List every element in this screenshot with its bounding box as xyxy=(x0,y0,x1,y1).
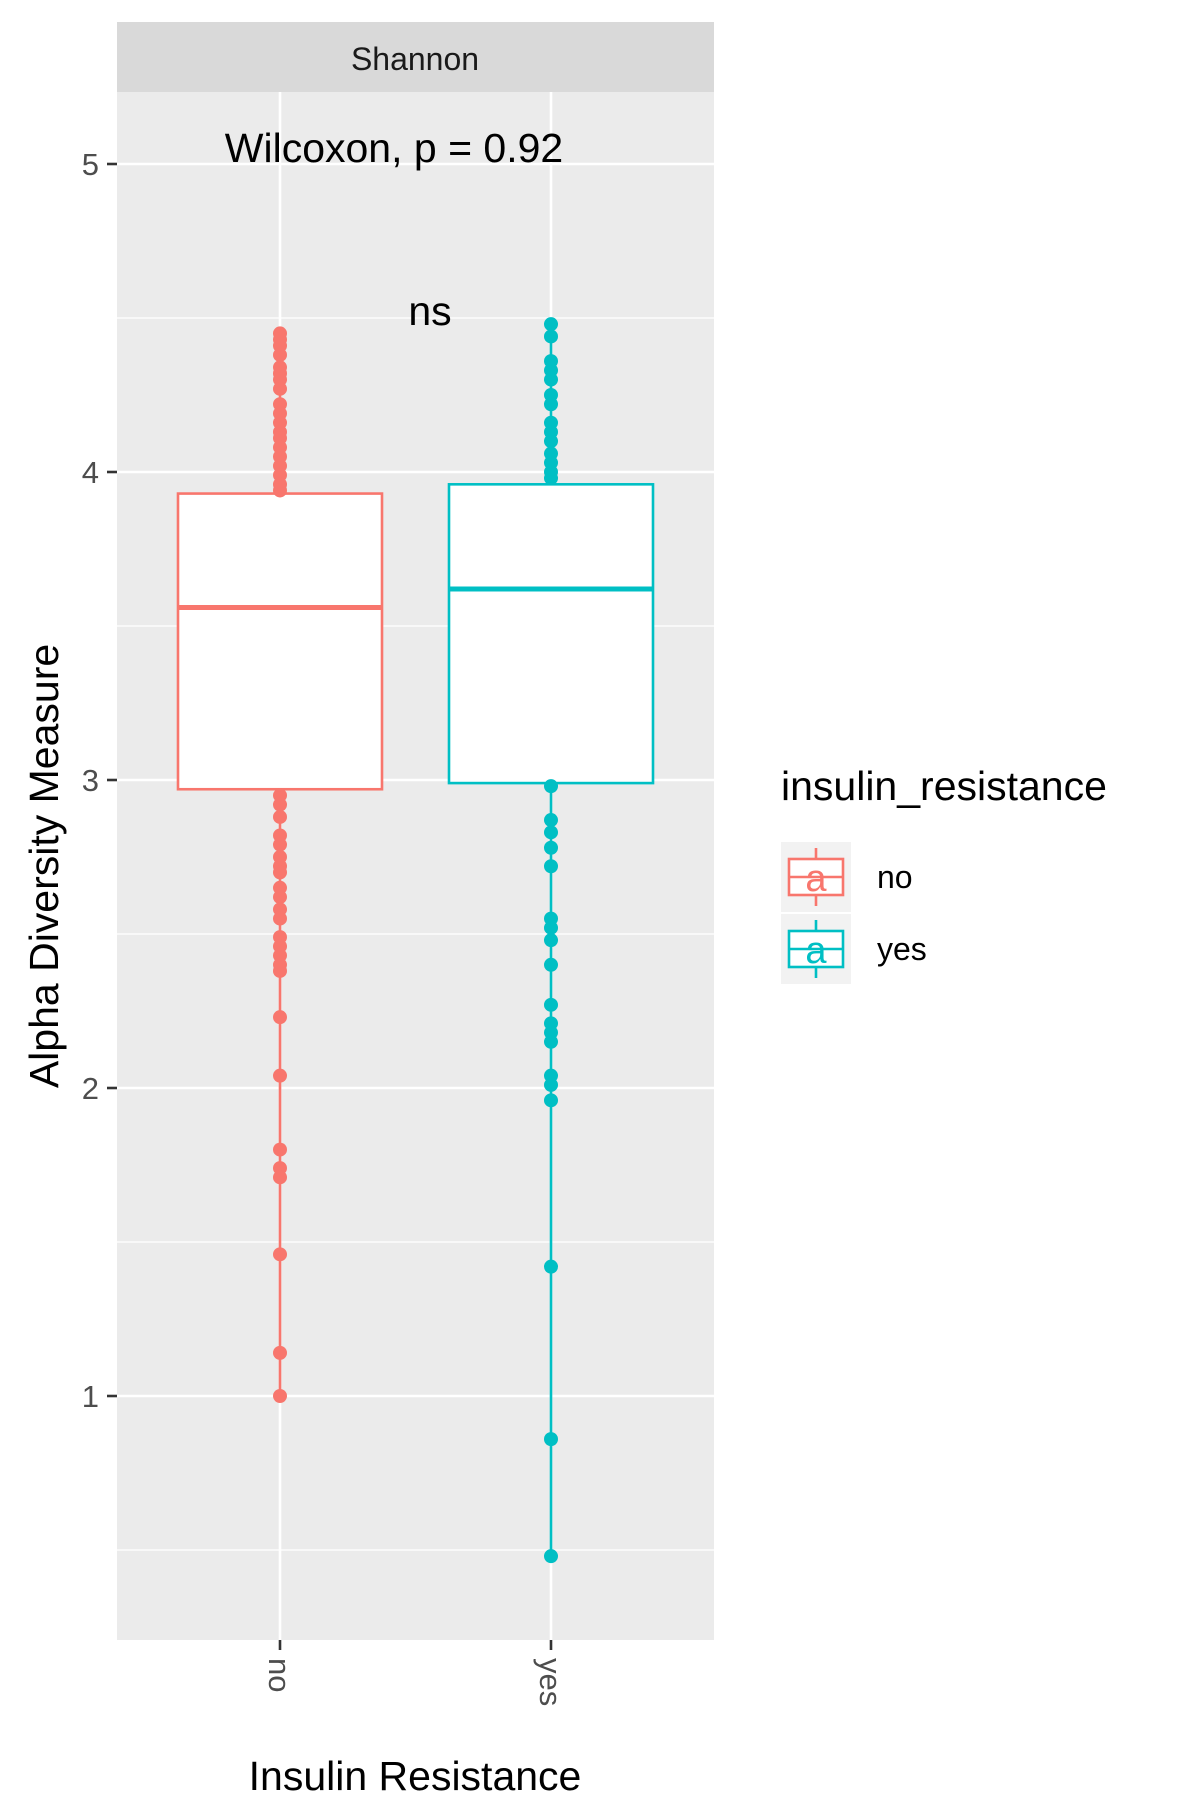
x-axis-title: Insulin Resistance xyxy=(249,1753,582,1799)
data-point xyxy=(544,920,558,935)
data-point xyxy=(273,1068,287,1083)
data-point xyxy=(273,1142,287,1157)
data-point xyxy=(544,1432,558,1447)
data-point xyxy=(544,1034,558,1049)
data-point xyxy=(544,859,558,874)
facet-strip xyxy=(117,22,714,92)
data-point xyxy=(273,1170,287,1185)
y-axis-title: Alpha Diversity Measure xyxy=(21,644,67,1088)
legend-label: no xyxy=(877,859,913,895)
y-tick-label: 5 xyxy=(82,147,99,182)
y-axis: 1 2 3 4 5 xyxy=(82,147,117,1414)
data-point xyxy=(544,372,558,387)
data-point xyxy=(273,1247,287,1262)
data-point xyxy=(544,1093,558,1108)
legend-item-yes: a yes xyxy=(781,914,927,984)
boxplots xyxy=(176,317,655,1564)
y-tick-label: 4 xyxy=(82,455,99,490)
y-tick-label: 1 xyxy=(82,1379,99,1414)
data-point xyxy=(273,1389,287,1403)
data-point xyxy=(544,1077,558,1092)
data-point xyxy=(273,1010,287,1025)
data-point xyxy=(273,797,287,812)
legend-title: insulin_resistance xyxy=(781,763,1107,809)
legend-label: yes xyxy=(877,931,927,967)
data-point xyxy=(544,933,558,948)
data-point xyxy=(544,329,558,344)
legend-key-glyph: a xyxy=(805,930,827,972)
x-tick-label: yes xyxy=(533,1658,568,1706)
data-point xyxy=(273,1345,287,1360)
plot-panel xyxy=(117,92,714,1640)
data-point xyxy=(273,483,287,498)
data-point xyxy=(544,997,558,1012)
data-point xyxy=(273,347,287,362)
legend: insulin_resistance a no a yes xyxy=(781,763,1107,984)
data-point xyxy=(273,890,287,905)
data-point xyxy=(544,434,558,449)
box-iqr xyxy=(447,483,655,785)
box-iqr xyxy=(176,492,384,791)
data-point xyxy=(273,381,287,396)
data-point xyxy=(544,397,558,412)
y-tick-label: 2 xyxy=(82,1071,99,1106)
data-point xyxy=(273,963,287,978)
wilcoxon-annotation: Wilcoxon, p = 0.92 xyxy=(225,125,563,171)
data-point xyxy=(544,813,558,828)
data-point xyxy=(273,865,287,880)
data-point xyxy=(544,825,558,840)
legend-keys: a no a yes xyxy=(781,842,927,984)
significance-label: ns xyxy=(408,288,451,334)
x-tick-label: no xyxy=(262,1658,297,1692)
data-point xyxy=(273,911,287,926)
legend-key-glyph: a xyxy=(805,858,827,900)
data-point xyxy=(273,809,287,824)
data-point xyxy=(544,1259,558,1274)
data-point xyxy=(544,957,558,972)
data-point xyxy=(273,837,287,852)
data-point xyxy=(544,779,558,794)
y-tick-label: 3 xyxy=(82,763,99,798)
legend-item-no: a no xyxy=(781,842,913,912)
data-point xyxy=(544,317,558,332)
boxplot-no xyxy=(176,326,384,1403)
facet-strip-label: Shannon xyxy=(351,41,479,77)
data-point xyxy=(544,840,558,855)
boxplot-yes xyxy=(447,317,655,1564)
data-point xyxy=(544,1549,558,1564)
data-point xyxy=(544,471,558,486)
x-axis: no yes xyxy=(262,1640,568,1706)
